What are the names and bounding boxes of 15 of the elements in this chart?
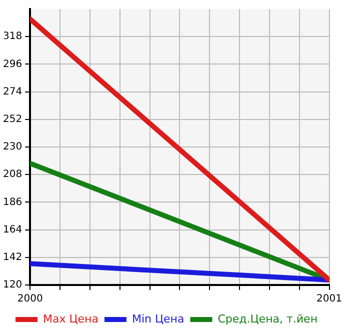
y-tick-label: 274 [2, 86, 22, 98]
y-tick-label: 208 [2, 169, 22, 180]
x-tick-label: 2001 [316, 294, 342, 305]
legend-label: Max Цена [42, 312, 98, 326]
x-tick-label: 2000 [17, 294, 43, 305]
legend-label: Сред.Цена, т.йен [218, 312, 318, 326]
y-tick-label: 318 [2, 31, 22, 42]
y-tick-label: 296 [2, 58, 22, 70]
y-tick-label: 252 [2, 114, 22, 125]
y-tick-label: 120 [2, 280, 22, 291]
y-tick-label: 142 [2, 252, 22, 263]
legend-label: Min Цена [132, 312, 184, 326]
y-tick-label: 164 [2, 224, 22, 236]
y-tick-label: 186 [2, 196, 22, 208]
y-tick-label: 230 [2, 142, 22, 153]
